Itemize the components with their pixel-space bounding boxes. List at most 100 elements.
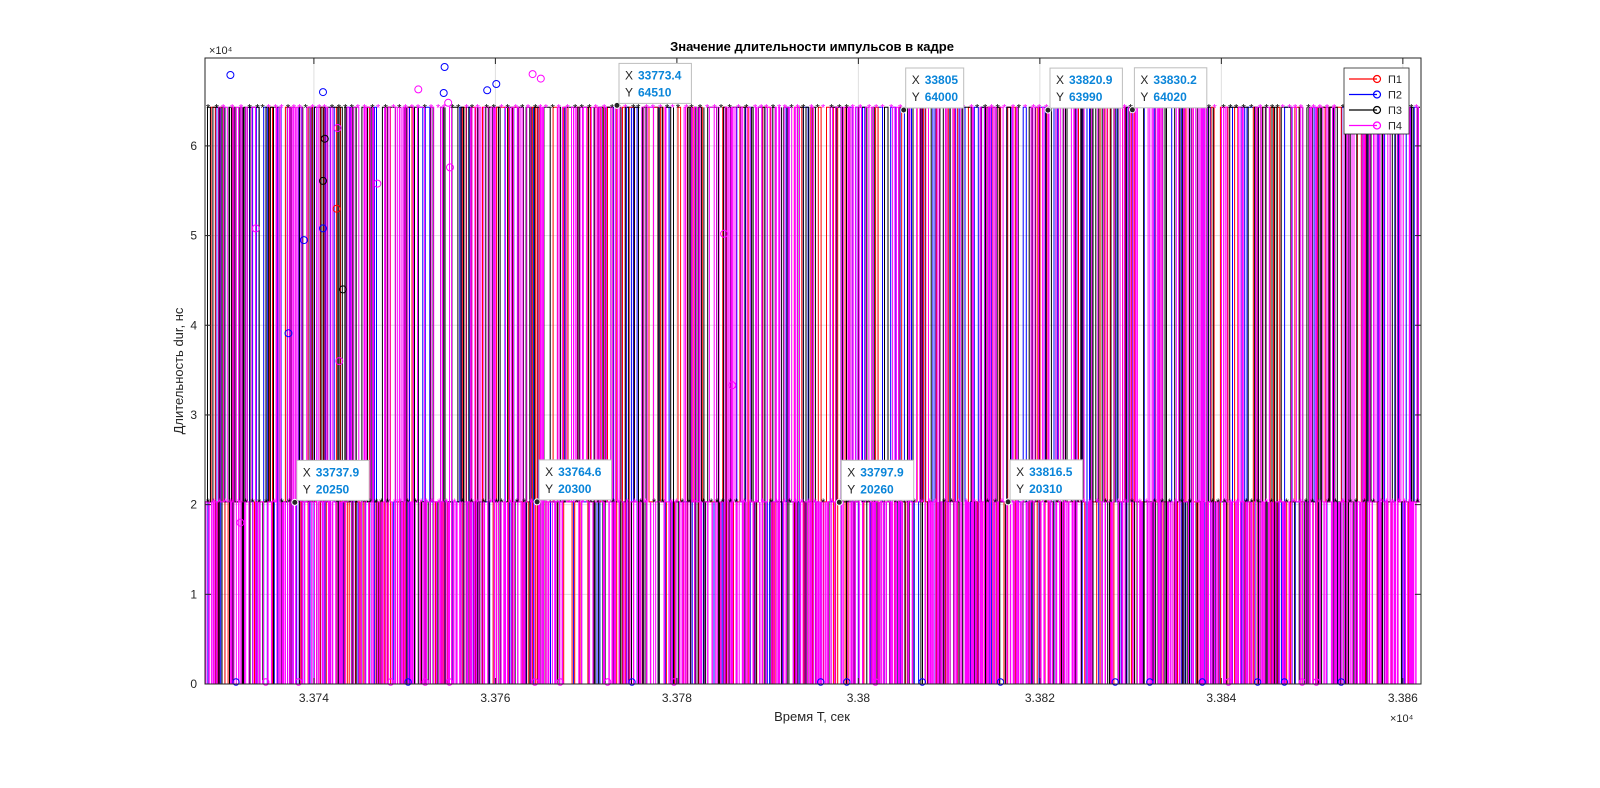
baseline-marker <box>1298 678 1306 686</box>
star-marker: * <box>701 497 706 509</box>
star-marker: * <box>1145 497 1150 509</box>
outlier-marker <box>333 124 342 132</box>
star-marker: * <box>386 497 391 509</box>
star-marker: * <box>587 102 592 114</box>
star-marker: * <box>793 497 798 509</box>
star-marker: * <box>251 497 256 509</box>
star-marker: * <box>715 497 720 509</box>
star-marker: * <box>801 102 806 114</box>
outlier-marker <box>251 224 260 233</box>
star-marker: * <box>370 102 375 114</box>
outlier-marker <box>414 85 423 94</box>
star-marker: * <box>742 497 747 509</box>
star-marker: * <box>617 102 622 114</box>
star-marker: * <box>1174 497 1179 509</box>
star-marker: * <box>257 497 262 509</box>
star-marker: * <box>990 102 995 114</box>
star-marker: * <box>567 497 572 509</box>
star-marker: * <box>1153 497 1158 509</box>
star-marker: * <box>957 497 962 509</box>
star-marker: * <box>515 497 520 509</box>
legend-label: П1 <box>1388 74 1402 86</box>
star-marker: * <box>644 497 649 509</box>
star-marker: * <box>744 102 749 114</box>
star-marker: * <box>1304 497 1309 509</box>
legend-swatch-marker <box>1372 105 1382 115</box>
outlier-marker <box>728 381 737 390</box>
star-marker: * <box>280 497 285 509</box>
star-marker: * <box>424 497 429 509</box>
datatip-y-key: Y <box>1056 90 1064 104</box>
outlier-marker <box>536 74 545 83</box>
datatip-point <box>835 498 843 506</box>
baseline-marker <box>387 678 395 686</box>
star-marker: * <box>680 497 685 509</box>
star-marker: * <box>348 497 353 509</box>
star-marker: * <box>416 102 421 114</box>
star-marker: * <box>286 102 291 114</box>
star-marker: * <box>1341 102 1346 114</box>
star-marker: * <box>393 497 398 509</box>
star-marker: * <box>1207 102 1212 114</box>
star-marker: * <box>247 102 252 114</box>
star-marker: * <box>1281 102 1286 114</box>
star-marker: * <box>851 102 856 114</box>
baseline-marker <box>843 678 851 686</box>
star-marker: * <box>1017 102 1022 114</box>
star-marker: * <box>470 102 475 114</box>
star-marker: * <box>602 102 607 114</box>
baseline-marker <box>1253 678 1262 686</box>
star-marker: * <box>1023 102 1028 114</box>
baseline-marker <box>871 678 880 686</box>
x-tick-label: 3.374 <box>299 691 329 705</box>
star-marker: * <box>429 102 434 114</box>
star-marker: * <box>444 497 449 509</box>
star-marker: * <box>775 497 780 509</box>
star-marker: * <box>218 497 223 509</box>
outlier-marker <box>528 70 537 79</box>
star-marker: * <box>898 102 903 114</box>
star-marker: * <box>639 497 644 509</box>
star-marker: * <box>889 102 894 114</box>
star-marker: * <box>560 497 565 509</box>
star-marker: * <box>1002 102 1007 114</box>
star-marker: * <box>1088 497 1093 509</box>
axes: 3.374 3.376 3.378 3.38 3.382 3.384 3.386 0 1 2 3 4 5… <box>190 57 1422 705</box>
datatip-x-value: 33797.9 <box>860 465 904 479</box>
star-marker: * <box>520 102 525 114</box>
outlier-marker <box>236 518 245 527</box>
outlier-marker <box>319 224 327 233</box>
star-marker: * <box>552 497 557 509</box>
star-marker: * <box>1180 497 1185 509</box>
star-marker: * <box>973 497 978 509</box>
star-marker: * <box>1415 497 1420 509</box>
star-marker: * <box>557 102 562 114</box>
datatip-y-key: Y <box>545 482 553 496</box>
star-marker: * <box>1298 497 1303 509</box>
legend-label: П4 <box>1388 121 1402 133</box>
datatip-x-key: X <box>847 465 855 479</box>
star-marker: * <box>899 497 904 509</box>
star-marker: * <box>712 102 717 114</box>
outlier-marker <box>319 176 327 185</box>
star-marker: * <box>905 497 910 509</box>
star-marker: * <box>636 102 641 114</box>
star-marker: * <box>406 497 411 509</box>
star-marker: * <box>206 102 211 114</box>
star-marker: * <box>230 102 235 114</box>
star-marker: * <box>326 497 331 509</box>
star-marker: * <box>255 102 260 114</box>
outlier-marker <box>226 71 235 79</box>
star-marker: * <box>436 102 441 114</box>
star-marker: * <box>617 497 622 509</box>
chart-title: Значение длительности импульсов в кадре <box>670 39 954 54</box>
datatip-y-key: Y <box>1140 90 1148 104</box>
datatip-y-value: 20250 <box>316 482 350 496</box>
star-marker: * <box>1103 497 1108 509</box>
star-marker: * <box>728 102 733 114</box>
star-marker: * <box>337 102 342 114</box>
star-marker: * <box>867 102 872 114</box>
star-marker: * <box>1228 102 1233 114</box>
star-marker: * <box>260 102 265 114</box>
